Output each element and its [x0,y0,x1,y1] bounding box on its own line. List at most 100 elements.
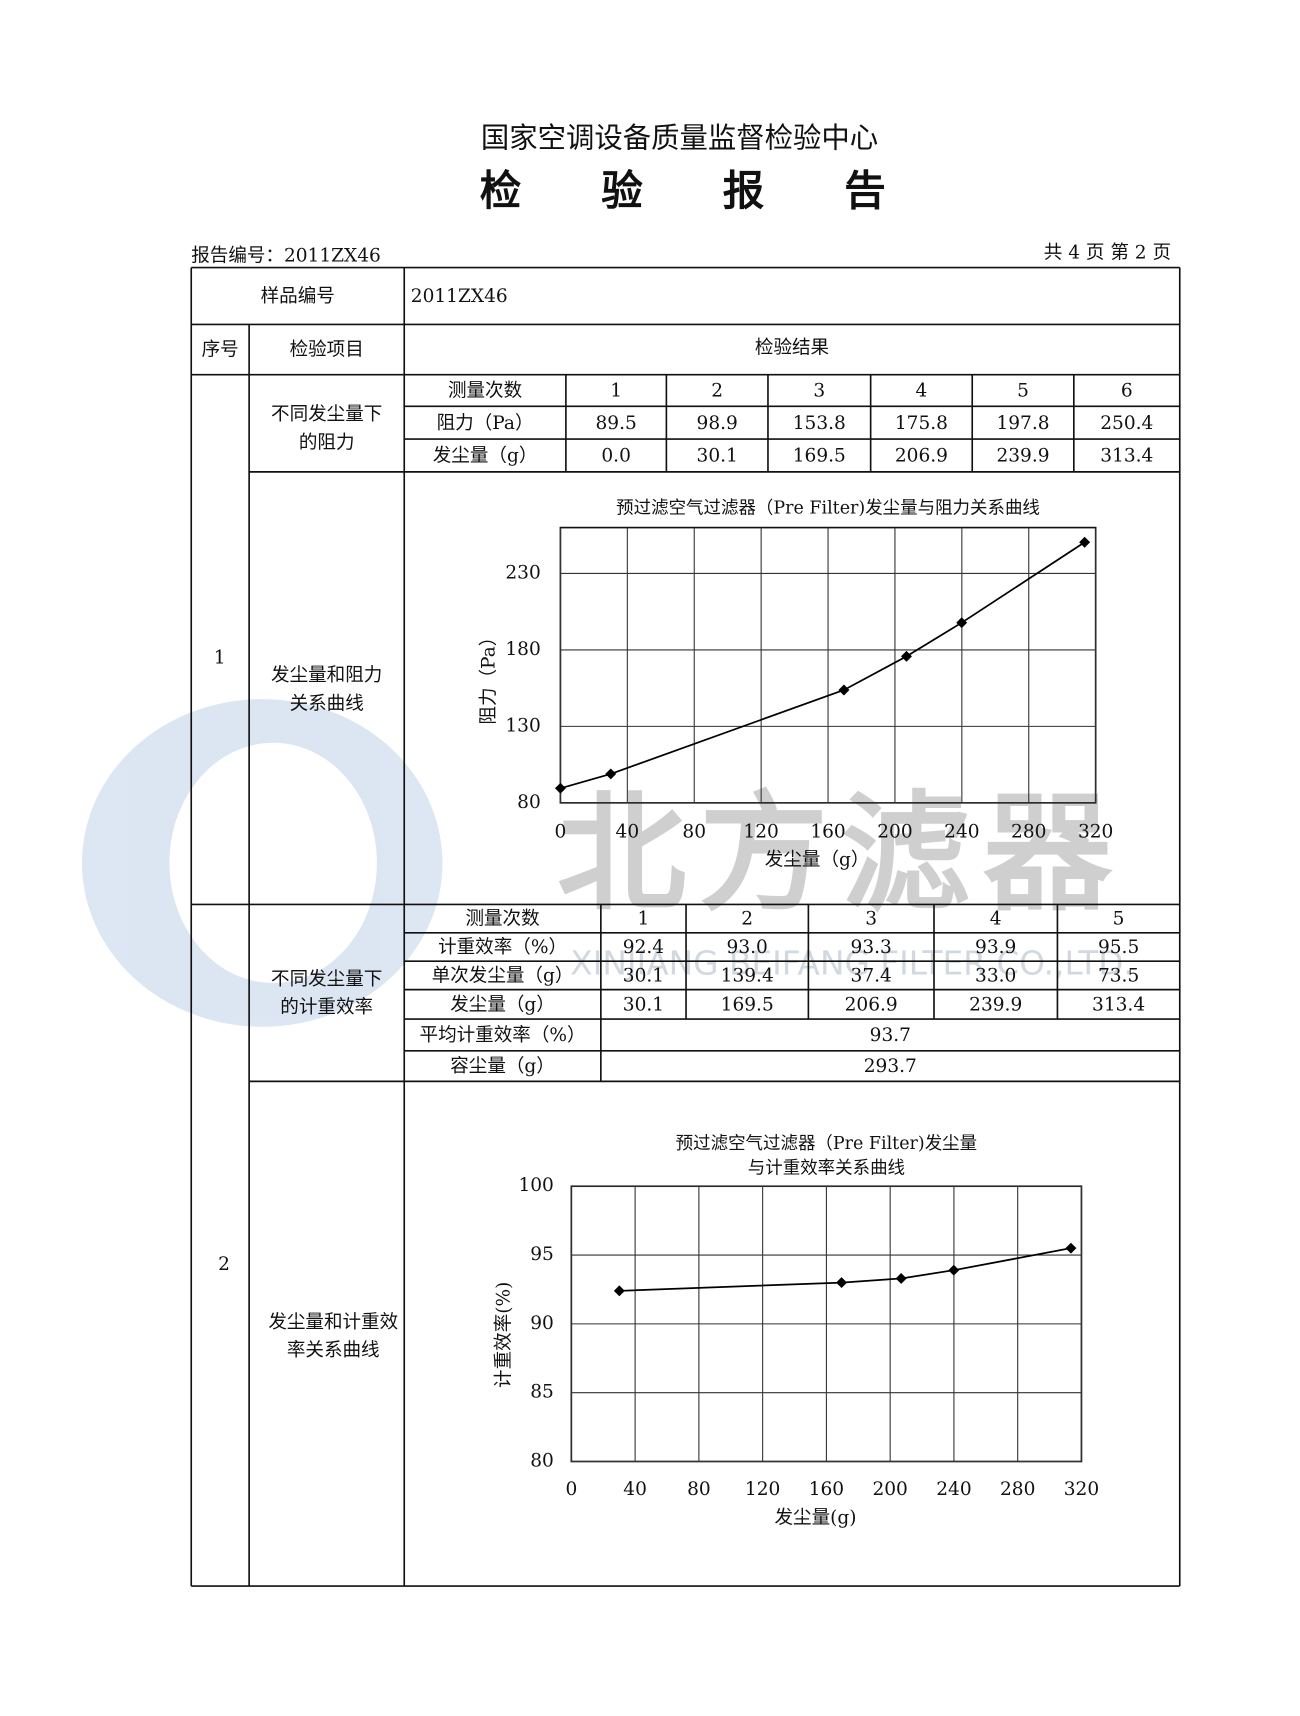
y-tick-label: 90 [530,1313,554,1334]
y-tick-label: 180 [505,639,540,660]
cell: 33.0 [975,966,1016,987]
cell: 93.7 [870,1025,911,1046]
cell: 250.4 [1100,413,1153,434]
page-number: 共 4 页 第 2 页 [1044,242,1171,263]
sample-label: 样品编号 [261,286,335,307]
cell: 95.5 [1098,937,1139,958]
cell: 5 [1017,381,1029,402]
cell: 30.1 [623,966,664,987]
item-label: 不同发尘量下 [271,404,382,425]
x-tick-label: 120 [745,1479,780,1500]
cell: 92.4 [623,937,664,958]
x-tick-label: 40 [616,821,640,842]
cell: 3 [865,909,877,930]
cell: 6 [1121,381,1133,402]
cell: 4 [916,381,928,402]
x-tick-label: 0 [555,821,567,842]
x-tick-label: 240 [944,821,979,842]
section-index: 1 [214,648,226,669]
cell: 测量次数 [448,381,523,402]
cell: 169.5 [793,446,846,467]
y-tick-label: 100 [518,1175,553,1196]
report-number: 报告编号：2011ZX46 [191,246,381,267]
cell: 89.5 [595,413,636,434]
x-tick-label: 80 [682,821,706,842]
watermark-logo [82,699,443,1027]
cell: 测量次数 [465,909,540,930]
chart-title: 与计重效率关系曲线 [748,1158,905,1178]
report-title: 检 验 报 告 [480,166,919,215]
x-tick-label: 40 [623,1479,647,1500]
watermark-company: XINJIANG BEIFANG FILTER CO.,LTD. [570,945,1134,983]
data-point [1065,1242,1077,1254]
cell: 139.4 [721,966,774,987]
chart-title: 预过滤空气过滤器（Pre Filter)发尘量与阻力关系曲线 [616,499,1040,519]
x-tick-label: 80 [687,1479,711,1500]
chart-title: 预过滤空气过滤器（Pre Filter)发尘量 [676,1134,977,1154]
data-point [1079,536,1091,548]
y-tick-label: 130 [505,715,540,736]
table-lines [190,266,1181,1587]
sample-number: 2011ZX46 [411,286,508,307]
item-label: 的阻力 [299,432,355,453]
x-tick-label: 240 [936,1479,971,1500]
x-tick-label: 280 [1000,1479,1035,1500]
cell: 2 [711,381,723,402]
column-header: 检验结果 [755,337,829,358]
org-name: 国家空调设备质量监督检验中心 [481,121,878,154]
cell: 30.1 [697,446,738,467]
cell: 206.9 [895,446,948,467]
cell: 单次发尘量（g） [432,966,574,987]
cell: 1 [638,909,650,930]
cell: 4 [990,909,1002,930]
cell: 1 [610,381,622,402]
cell: 93.0 [727,937,768,958]
cell: 175.8 [895,413,948,434]
logo-shape [169,742,377,984]
x-tick-label: 200 [872,1479,907,1500]
item-label: 不同发尘量下 [271,969,382,990]
cell: 2 [741,909,753,930]
data-point [948,1264,960,1276]
cell: 3 [813,381,825,402]
data-point [613,1285,625,1297]
x-tick-label: 280 [1011,821,1046,842]
item-label: 率关系曲线 [287,1340,380,1361]
section-index: 2 [218,1254,230,1275]
y-axis-label: 计重效率(%) [494,1282,515,1388]
cell: 313.4 [1092,994,1145,1015]
data-point [836,1277,848,1289]
x-tick-label: 160 [809,1479,844,1500]
x-tick-label: 120 [743,821,778,842]
cell: 239.9 [969,994,1022,1015]
cell: 293.7 [864,1056,917,1077]
y-tick-label: 230 [505,562,540,583]
data-point [956,617,968,629]
data-line [560,541,1086,790]
data-point [901,650,912,662]
y-tick-label: 85 [530,1382,554,1403]
y-tick-label: 80 [517,792,541,813]
data-point [605,768,617,780]
cell: 98.9 [697,413,738,434]
cell: 计重效率（%） [438,937,567,958]
column-header: 序号 [202,340,239,361]
x-tick-label: 200 [877,821,912,842]
cell: 阻力（Pa） [437,413,534,434]
cell: 5 [1113,909,1125,930]
data-point [838,684,850,696]
item-label: 发尘量和计重效 [268,1312,398,1333]
x-tick-label: 320 [1078,821,1113,842]
item-label: 的计重效率 [280,997,373,1018]
cell: 93.9 [975,937,1016,958]
cell: 73.5 [1098,966,1139,987]
cell: 0.0 [601,446,631,467]
y-tick-label: 80 [530,1450,554,1471]
cell: 197.8 [996,413,1049,434]
cell: 153.8 [793,413,846,434]
y-tick-label: 95 [530,1244,554,1265]
logo-shape [82,699,443,1027]
y-axis-label: 阻力（Pa） [478,628,499,725]
